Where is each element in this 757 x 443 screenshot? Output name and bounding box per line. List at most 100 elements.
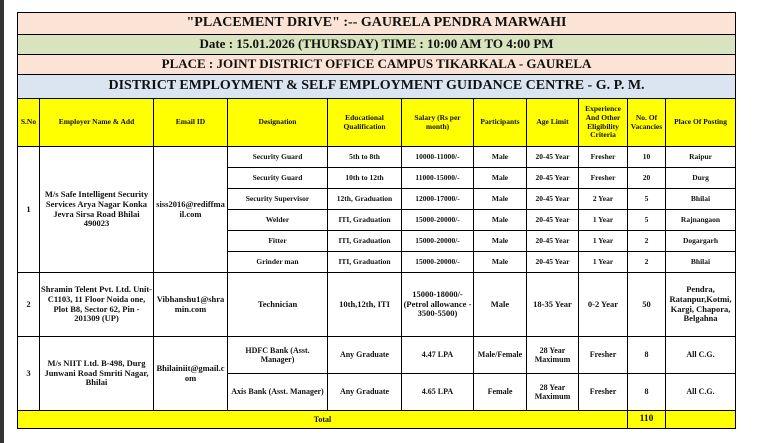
cell-age: 28 Year Maximum — [526, 373, 579, 411]
cell-posting: Dogargarh — [664, 230, 737, 252]
cell-vacancies: 8 — [627, 373, 666, 411]
cell-qualification: Any Graduate — [327, 373, 402, 411]
table-row: Security Guard 10th to 12th 11000-15000/- M… — [18, 167, 737, 189]
column-header: Salary (Rs per month) — [401, 98, 474, 147]
column-header: Educational Qualification — [327, 98, 402, 147]
cell-salary: 15000-20000/- — [401, 230, 474, 252]
total-vacancies: 110 — [627, 410, 666, 429]
cell-experience: 0-2 Year — [578, 272, 628, 337]
cell-participants: Male — [473, 272, 527, 337]
cell-age: 20-45 Year — [526, 188, 579, 210]
cell-vacancies: 5 — [627, 209, 666, 231]
cell-designation: Security Guard — [227, 167, 328, 189]
cell-designation: Fitter — [227, 230, 328, 252]
cell-salary: 4.47 LPA — [401, 336, 474, 374]
column-header: Experience And Other Eligibility Criteri… — [578, 98, 628, 147]
column-header: No. Of Vacancies — [627, 98, 666, 147]
cell-vacancies: 20 — [627, 167, 666, 189]
cell-qualification: ITI, Graduation — [327, 251, 402, 273]
cell-age: 18-35 Year — [526, 272, 579, 337]
cell-vacancies: 2 — [627, 251, 666, 273]
total-label: Total — [17, 410, 628, 429]
employer-name: Shramin Telent Pvt. Ltd. Unit- C1103, 11… — [39, 272, 154, 337]
cell-participants: Male — [473, 188, 527, 210]
cell-designation: Security Supervisor — [227, 188, 328, 210]
cell-participants: Male — [473, 167, 527, 189]
cell-qualification: ITI, Graduation — [327, 209, 402, 231]
cell-age: 20-45 Year — [526, 146, 579, 168]
office-name: DISTRICT EMPLOYMENT & SELF EMPLOYMENT GU… — [16, 74, 737, 99]
cell-vacancies: 8 — [627, 336, 666, 374]
cell-experience: Fresher — [578, 167, 628, 189]
table-row: 1 M/s Safe Intelligent Security Services … — [17, 146, 737, 273]
left-edge — [0, 0, 4, 443]
serial-number: 1 — [17, 146, 40, 273]
cell-designation: HDFC Bank (Asst. Manager) — [227, 336, 328, 374]
cell-experience: 2 Year — [578, 188, 628, 210]
table-row: 3 M/s NIIT Ltd. B-498, Durg Junwani Road … — [17, 336, 737, 411]
cell-participants: Male/Female — [473, 336, 527, 374]
cell-salary: 11000-15000/- — [401, 167, 474, 189]
header-row: S.No Employer Name & Add Email ID Designati… — [17, 98, 737, 147]
cell-experience: 1 Year — [578, 230, 628, 252]
cell-age: 20-45 Year — [526, 230, 579, 252]
cell-age: 20-45 Year — [526, 251, 579, 273]
cell-vacancies: 10 — [627, 146, 666, 168]
cell-vacancies: 2 — [627, 230, 666, 252]
cell-qualification: 5th to 8th — [327, 146, 402, 168]
cell-posting: Pendra, Ratanpur,Kotmi, Kargi, Chapora, … — [664, 272, 737, 337]
venue: PLACE : JOINT DISTRICT OFFICE CAMPUS TIK… — [16, 54, 737, 75]
cell-experience: Fresher — [578, 146, 628, 168]
table-row: Security Supervisor 12th, Graduation 12000… — [18, 188, 737, 210]
column-header: Email ID — [153, 98, 228, 147]
cell-experience: Fresher — [578, 336, 628, 374]
column-header: Employer Name & Add — [39, 98, 154, 147]
placement-drive-table: "PLACEMENT DRIVE" :-- GAURELA PENDRA MAR… — [16, 12, 737, 429]
cell-salary: 12000-17000/- — [401, 188, 474, 210]
cell-designation: Security Guard — [227, 146, 328, 168]
drive-title: "PLACEMENT DRIVE" :-- GAURELA PENDRA MAR… — [16, 12, 737, 35]
cell-qualification: 12th, Graduation — [327, 188, 402, 210]
column-header: S.No — [17, 98, 40, 147]
cell-qualification: 10th to 12th — [327, 167, 402, 189]
cell-posting: Bhilai — [664, 251, 737, 273]
total-empty — [664, 410, 737, 429]
cell-vacancies: 50 — [627, 272, 666, 337]
column-header: Place Of Posting — [664, 98, 737, 147]
cell-qualification: ITI, Graduation — [327, 230, 402, 252]
table-row: Welder ITI, Graduation 15000-20000/- Male 20… — [18, 209, 737, 231]
employer-email: siss2016@rediffmail.com — [153, 146, 228, 273]
cell-participants: Male — [473, 146, 527, 168]
cell-vacancies: 5 — [627, 188, 666, 210]
cell-designation: Welder — [227, 209, 328, 231]
cell-age: 20-45 Year — [526, 209, 579, 231]
cell-participants: Male — [473, 230, 527, 252]
serial-number: 2 — [17, 272, 40, 337]
cell-posting: Bhilai — [664, 188, 737, 210]
cell-salary: 15000-18000/- (Petrol allowance - 3500-5… — [401, 272, 474, 337]
employer-name: M/s NIIT Ltd. B-498, Durg Junwani Road S… — [39, 336, 154, 411]
employer-name: M/s Safe Intelligent Security Services A… — [39, 146, 154, 273]
total-row: Total 110 — [17, 410, 737, 429]
cell-qualification: 10th,12th, ITI — [327, 272, 402, 337]
table-row: 2 Shramin Telent Pvt. Ltd. Unit- C1103, 1… — [17, 272, 737, 337]
cell-salary: 4.65 LPA — [401, 373, 474, 411]
cell-posting: Rajnangaon — [664, 209, 737, 231]
cell-experience: Fresher — [578, 373, 628, 411]
serial-number: 3 — [17, 336, 40, 411]
table-row: Grinder man ITI, Graduation 15000-20000/- M… — [18, 251, 737, 273]
cell-designation: Grinder man — [227, 251, 328, 273]
cell-salary: 15000-20000/- — [401, 209, 474, 231]
cell-designation: Technician — [227, 272, 328, 337]
employer-email: Bhilainiit@gmail.com — [153, 336, 228, 411]
cell-participants: Female — [473, 373, 527, 411]
cell-designation: Axis Bank (Asst. Manager) — [227, 373, 328, 411]
cell-experience: 1 Year — [578, 209, 628, 231]
cell-salary: 10000-11000/- — [401, 146, 474, 168]
cell-posting: All C.G. — [664, 336, 737, 374]
cell-age: 28 Year Maximum — [526, 336, 579, 374]
cell-age: 20-45 Year — [526, 167, 579, 189]
column-header: Participants — [473, 98, 527, 147]
cell-participants: Male — [473, 209, 527, 231]
cell-posting: Raipur — [664, 146, 737, 168]
